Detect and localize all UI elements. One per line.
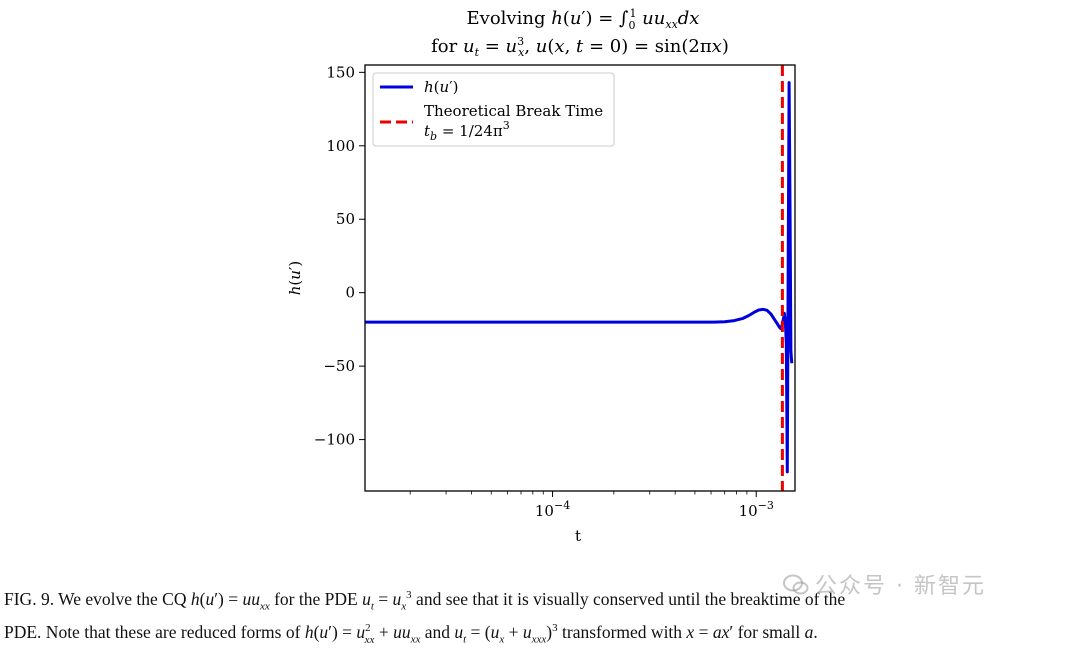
- chart-title: Evolving h(u′) = ∫01 uuxxdx: [467, 7, 700, 32]
- y-axis-label: h(u′): [286, 261, 304, 295]
- chart-svg: Evolving h(u′) = ∫01 uuxxdx for ut = u3 x,…: [286, 7, 796, 545]
- caption-line-1: FIG. 9. We evolve the CQ h(u′) = uuxx fo…: [4, 588, 846, 613]
- series-line-h: [365, 81, 794, 474]
- x-tick-label: 10−4: [535, 499, 570, 520]
- y-tick-label: 50: [336, 210, 355, 228]
- y-tick-label: −100: [314, 431, 355, 449]
- y-tick-label: 0: [345, 284, 355, 302]
- plot-frame: [364, 64, 796, 492]
- watermark-text: 公众号 · 新智元: [815, 574, 986, 599]
- y-tick-label: −50: [323, 357, 355, 375]
- y-tick-label: 150: [326, 63, 355, 81]
- watermark: 公众号 · 新智元: [783, 568, 986, 600]
- caption-line-2: PDE. Note that these are reduced forms o…: [4, 622, 818, 646]
- legend-label-h: h(u′): [424, 78, 458, 96]
- legend-box: [372, 72, 615, 147]
- figure: Evolving h(u′) = ∫01 uuxxdx for ut = u3 x,…: [286, 7, 796, 545]
- y-tick-label: 100: [326, 137, 355, 155]
- chart-subtitle: for ut = u3 x, u(x, t = 0) = sin(2πx): [431, 35, 729, 59]
- x-tick-label: 10−3: [739, 499, 774, 520]
- legend-label-break: Theoretical Break Time: [424, 102, 603, 120]
- x-axis-label: t: [575, 527, 581, 545]
- wechat-icon: [783, 574, 809, 595]
- legend-label-break-formula: tb = 1/24π3: [424, 119, 510, 143]
